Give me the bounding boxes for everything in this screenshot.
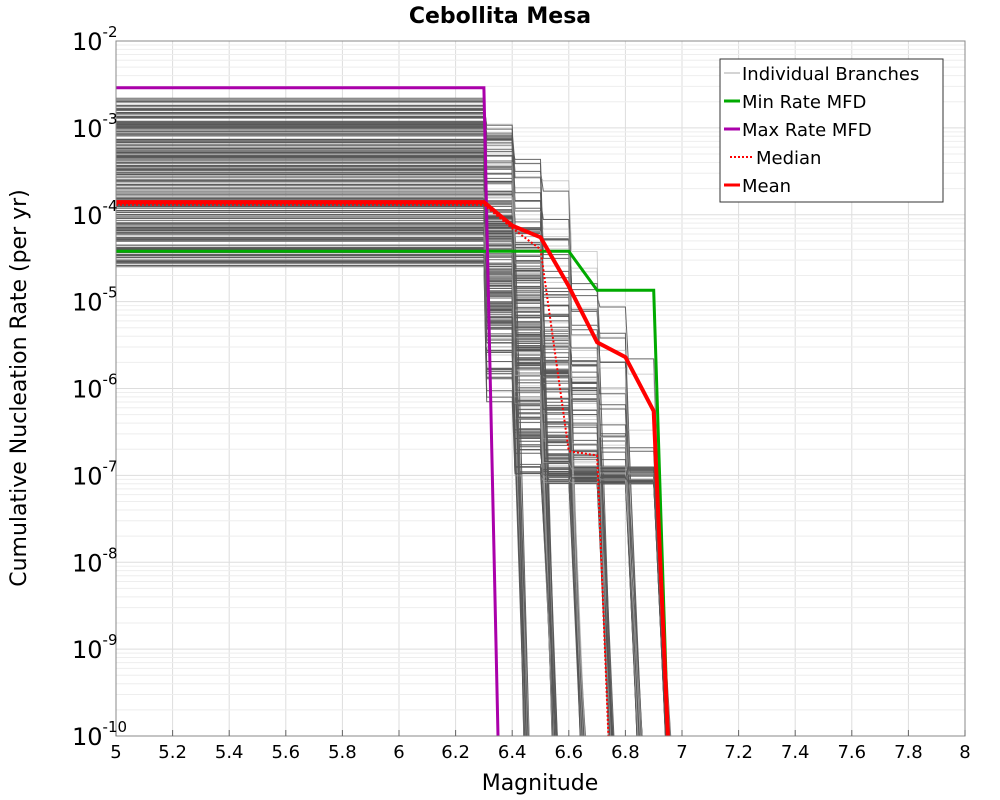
x-tick-label: 5 <box>110 742 121 763</box>
x-tick-label: 6.6 <box>554 742 583 763</box>
y-tick-exponent: -2 <box>103 23 118 41</box>
y-tick-exponent: -6 <box>103 371 118 389</box>
y-tick-exponent: -4 <box>103 197 118 215</box>
y-tick-label: 10-5 <box>72 284 118 317</box>
x-tick-label: 7.6 <box>837 742 866 763</box>
legend-label: Mean <box>742 176 791 197</box>
min-rate-mfd-line <box>116 249 670 737</box>
y-tick-exponent: -7 <box>103 457 118 475</box>
x-tick-label: 6.4 <box>498 742 527 763</box>
legend-box <box>719 58 944 203</box>
legend: Individual Branches Min Rate MFD Max Rate … <box>719 58 944 203</box>
legend-label: Individual Branches <box>742 64 919 85</box>
branch-line <box>116 165 669 737</box>
y-tick-label: 10-8 <box>72 544 118 577</box>
max-rate-mfd-line <box>116 86 500 737</box>
y-tick-exponent: -5 <box>103 284 118 302</box>
median-line <box>116 203 610 737</box>
y-tick-exponent: -9 <box>103 631 118 649</box>
x-tick-label: 5.2 <box>158 742 187 763</box>
x-tick-label: 6.2 <box>441 742 470 763</box>
y-tick-label: 10-4 <box>72 197 118 230</box>
summary-series <box>116 86 670 737</box>
y-tick-label: 10-7 <box>72 457 118 490</box>
y-tick-label: 10-9 <box>72 631 118 664</box>
chart-title: Cebollita Mesa <box>409 4 591 29</box>
x-tick-label: 5.8 <box>328 742 357 763</box>
y-tick-label: 10-2 <box>72 23 118 56</box>
y-tick-label: 10-3 <box>72 110 118 143</box>
x-tick-label: 5.4 <box>215 742 244 763</box>
x-axis-label: Magnitude <box>482 771 599 796</box>
y-tick-exponent: -10 <box>103 718 128 736</box>
y-tick-exponent: -8 <box>103 544 118 562</box>
mean-line <box>116 200 670 737</box>
x-tick-label: 8 <box>959 742 970 763</box>
x-tick-label: 7 <box>676 742 687 763</box>
legend-label: Max Rate MFD <box>742 120 872 141</box>
plot-frame <box>115 40 966 737</box>
y-tick-label: 10-6 <box>72 371 118 404</box>
x-tick-label: 6 <box>393 742 404 763</box>
legend-label: Median <box>756 148 821 169</box>
x-tick-label: 7.8 <box>894 742 923 763</box>
x-tick-label: 5.6 <box>271 742 300 763</box>
y-axis-label: Cumulative Nucleation Rate (per yr) <box>7 189 32 587</box>
y-tick-exponent: -3 <box>103 110 118 128</box>
x-axis-ticks: 5 5.2 5.4 5.6 5.8 6 6.2 6.4 6.6 6.8 7 7.2 7.4 7.6 7.8 8 <box>110 730 971 763</box>
legend-label: Min Rate MFD <box>742 92 866 113</box>
x-tick-label: 7.4 <box>781 742 810 763</box>
x-tick-label: 6.8 <box>611 742 640 763</box>
branch-line <box>116 153 669 737</box>
branch-line <box>116 255 557 737</box>
branch-line <box>116 106 668 737</box>
x-tick-label: 7.2 <box>724 742 753 763</box>
